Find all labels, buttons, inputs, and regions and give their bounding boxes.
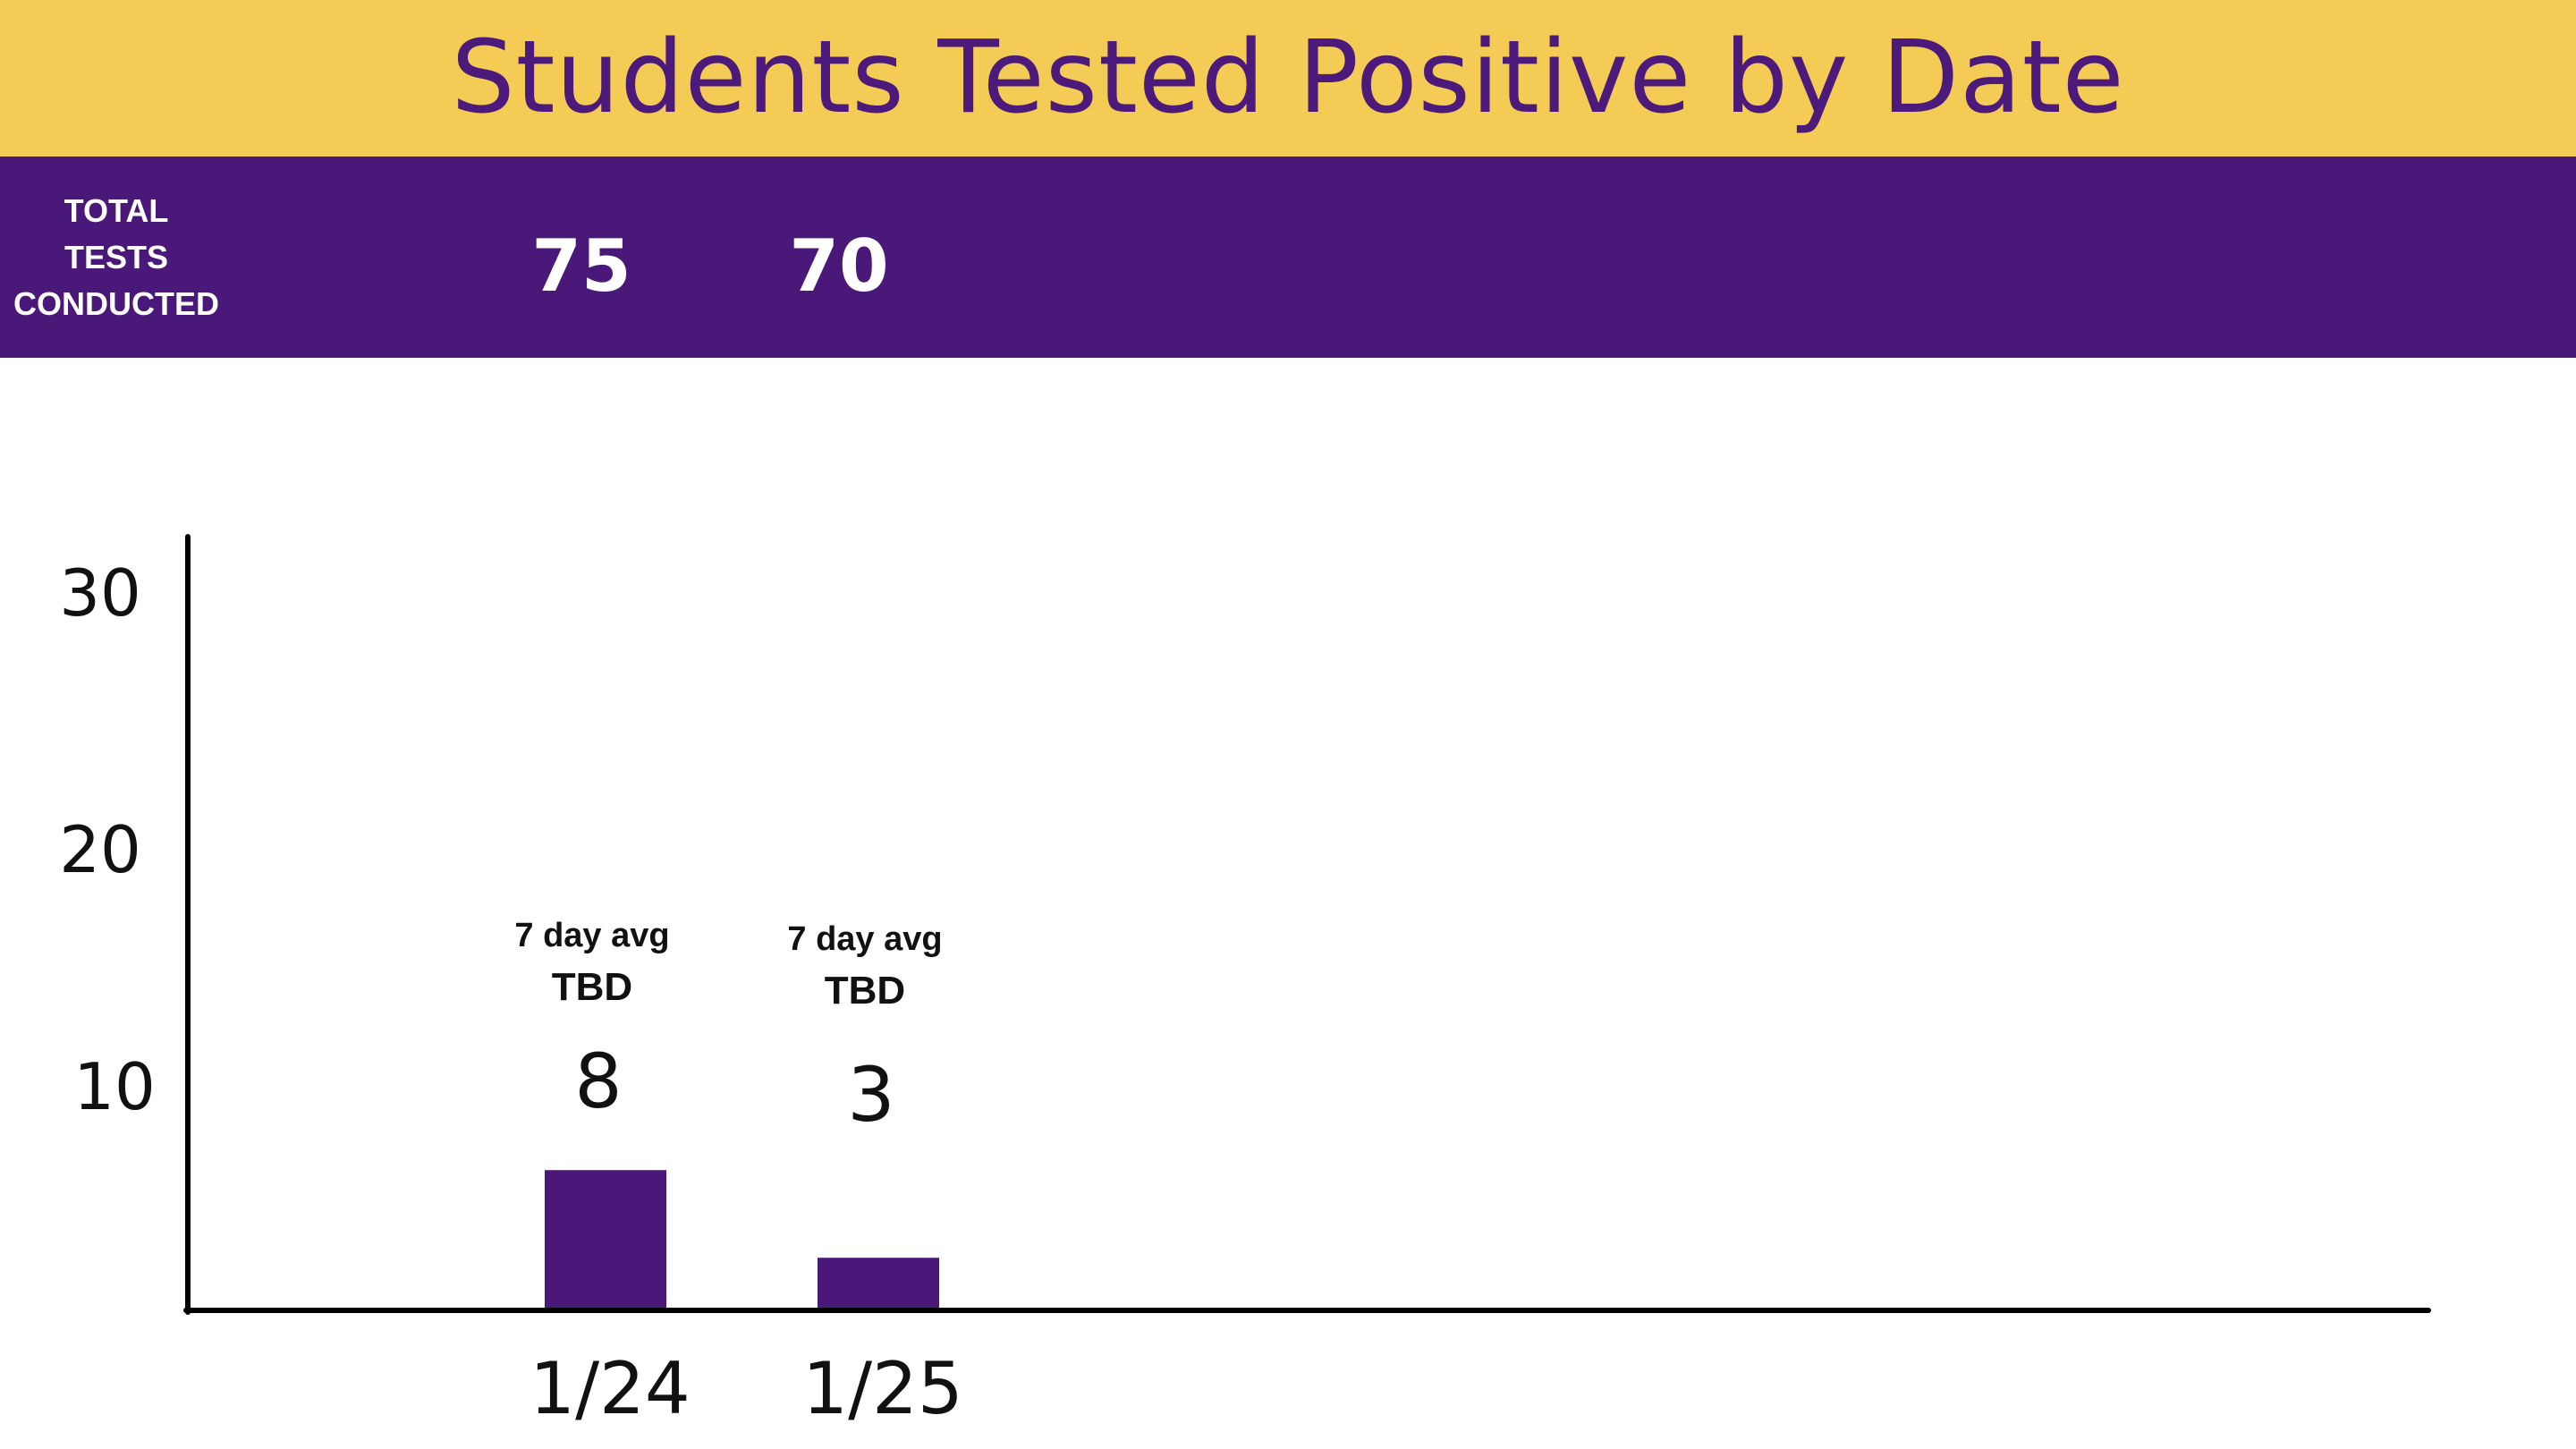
x-tick-label-1: 1/25 [802, 1347, 963, 1430]
x-tick-label-0: 1/24 [530, 1347, 691, 1430]
y-tick-label-10: 10 [73, 1049, 156, 1124]
y-tick-label-30: 30 [59, 555, 141, 631]
labels: 1/24 8 7 day avg TBD 1/25 3 7 day avg TBD [514, 917, 962, 1430]
avg-value-1: TBD [825, 969, 905, 1013]
avg-label-1: 7 day avg [787, 920, 942, 958]
avg-label-0: 7 day avg [514, 917, 669, 954]
data-label-1: 3 [847, 1051, 894, 1139]
axes [183, 534, 2431, 1315]
page-title: Students Tested Positive by Date [451, 20, 2125, 136]
bar-1-24 [545, 1170, 666, 1308]
test-count-1: 75 [531, 225, 631, 308]
tests-label: TOTAL TESTS CONDUCTED [13, 192, 219, 322]
tests-band [0, 157, 2576, 358]
bar-1-25 [818, 1258, 939, 1308]
data-label-0: 8 [574, 1038, 622, 1125]
title-band [0, 0, 2576, 157]
bars [545, 1170, 939, 1308]
y-tick-label-20: 20 [59, 812, 141, 887]
test-count-2: 70 [789, 225, 889, 308]
avg-value-0: TBD [552, 965, 632, 1009]
y-ticks: 10 20 30 [59, 555, 156, 1124]
